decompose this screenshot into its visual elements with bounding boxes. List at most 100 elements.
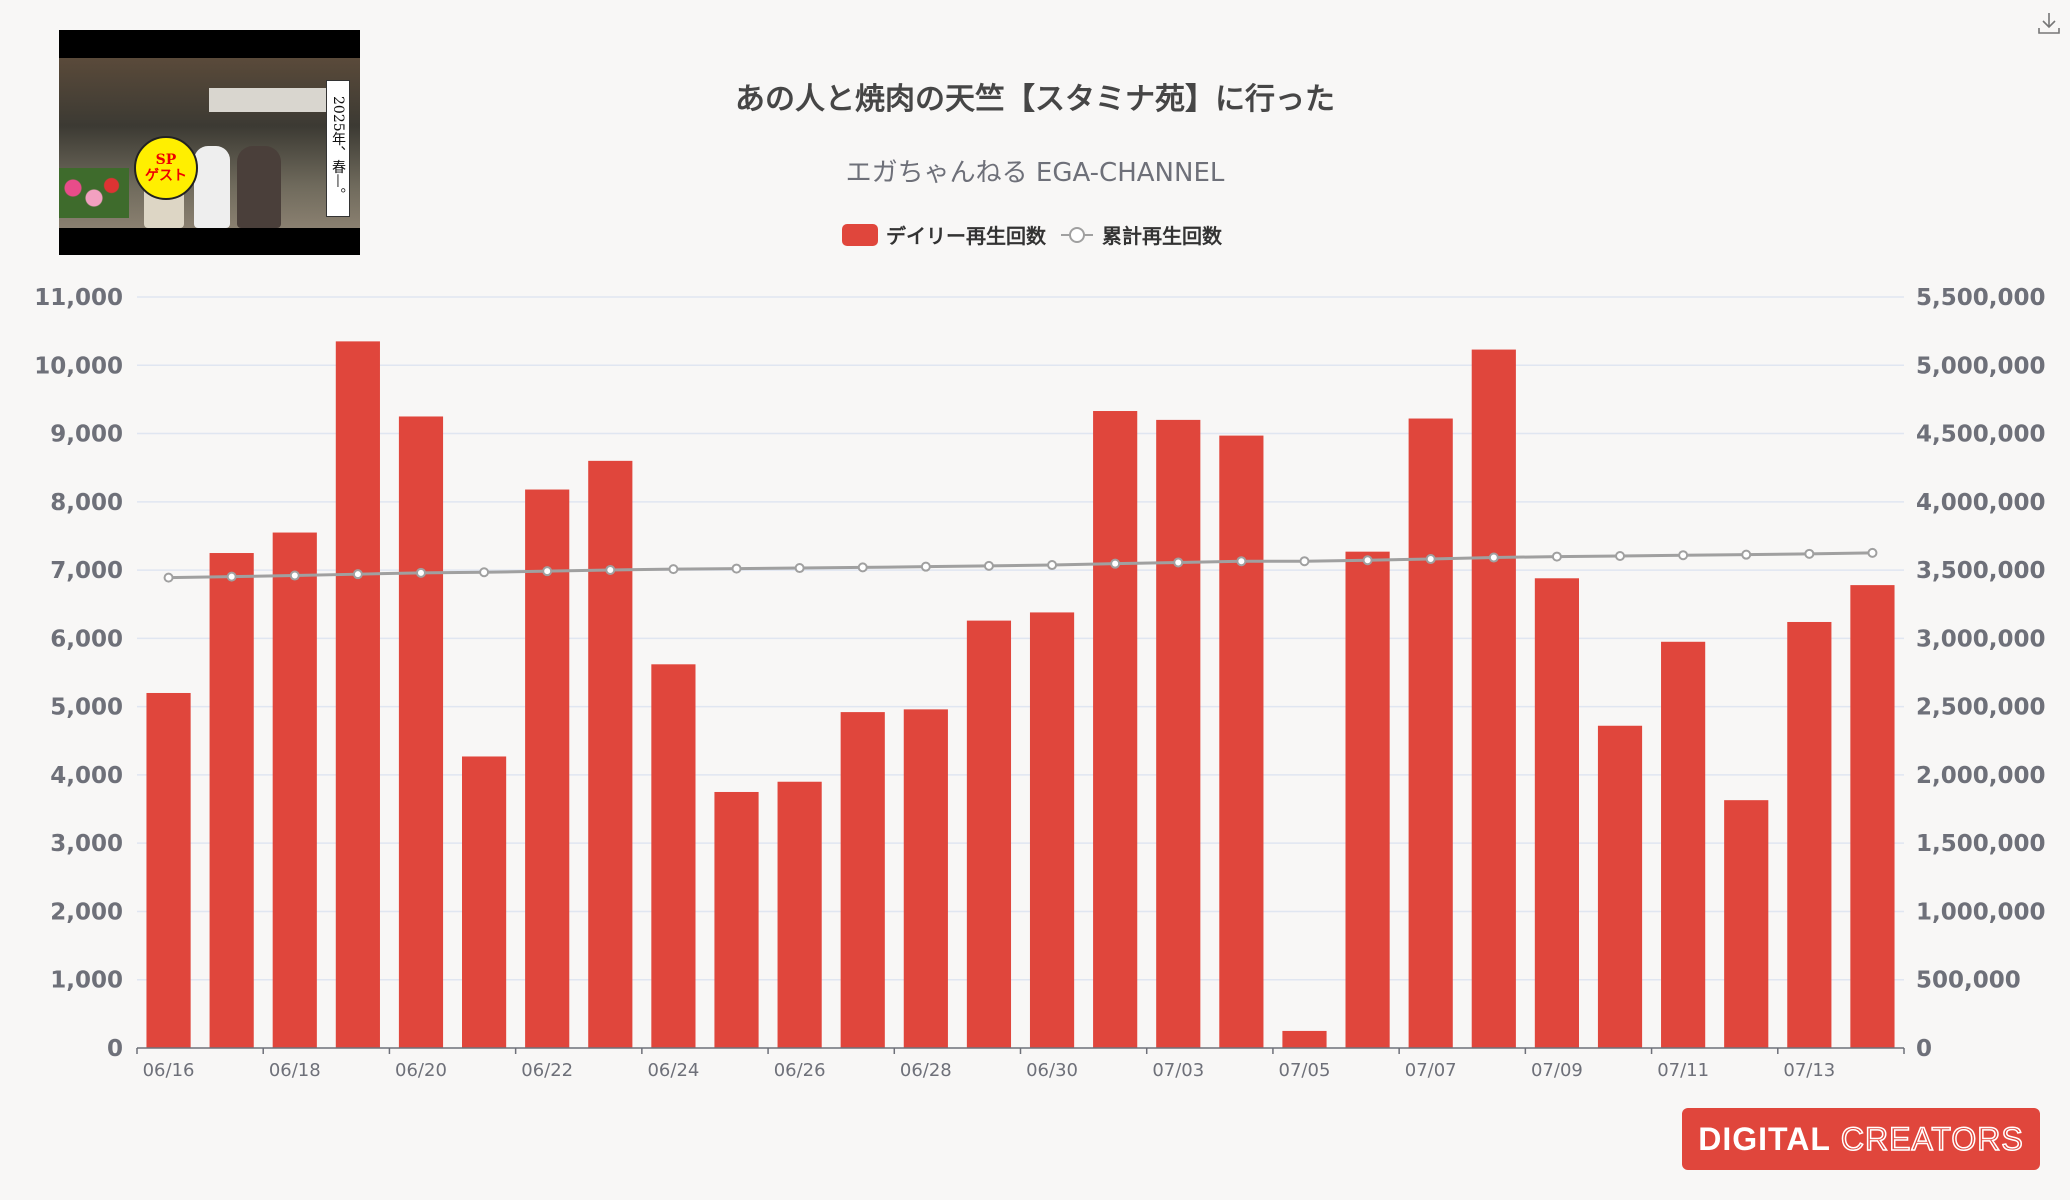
y-right-tick-label: 1,500,000: [1916, 831, 2046, 857]
chart-title: あの人と焼肉の天竺【スタミナ苑】に行った: [735, 82, 1335, 117]
x-tick-label: 06/18: [269, 1060, 321, 1081]
bar: [398, 416, 444, 1048]
bar: [335, 341, 380, 1048]
y-left-tick-label: 10,000: [34, 353, 123, 379]
line-point: [1110, 558, 1121, 569]
line-point: [1741, 549, 1752, 560]
x-tick-label: 07/13: [1783, 1060, 1835, 1081]
cumulative-line: [168, 551, 1873, 580]
y-left-tick-label: 4,000: [50, 763, 123, 789]
legend: デイリー再生回数 累計再生回数: [0, 220, 2070, 249]
bar: [714, 791, 759, 1048]
y-right-tick-label: 4,000,000: [1916, 490, 2046, 516]
bar: [525, 489, 570, 1049]
line-point: [163, 572, 174, 583]
y-left-tick-label: 2,000: [50, 899, 123, 925]
bar: [1282, 1030, 1327, 1048]
y-right-tick-label: 3,500,000: [1916, 558, 2046, 584]
x-tick-label: 06/16: [143, 1060, 195, 1081]
y-left-tick-label: 1,000: [50, 968, 123, 994]
line-point: [983, 560, 994, 571]
line-point: [226, 571, 237, 582]
y-left-tick-label: 9,000: [50, 422, 123, 448]
line-point: [289, 570, 300, 581]
y-left-tick-label: 7,000: [50, 558, 123, 584]
bar: [777, 781, 822, 1048]
y-right-tick-label: 5,000,000: [1916, 353, 2046, 379]
bar: [966, 620, 1012, 1048]
x-tick-label: 06/20: [395, 1060, 447, 1081]
thumbnail-caption: 2025年、春—。: [326, 80, 350, 217]
bar: [1597, 725, 1643, 1048]
y-left-tick-label: 5,000: [50, 695, 123, 721]
bar: [1345, 551, 1390, 1048]
x-tick-label: 07/05: [1279, 1060, 1331, 1081]
y-right-tick-label: 4,500,000: [1916, 422, 2046, 448]
legend-item-cumulative[interactable]: 累計再生回数: [1060, 220, 1222, 249]
y-right-tick-label: 2,500,000: [1916, 695, 2046, 721]
line-point: [542, 566, 553, 577]
line-point: [1488, 552, 1499, 563]
bar: [1471, 349, 1516, 1048]
x-tick-label: 06/24: [647, 1060, 699, 1081]
line-point: [1551, 551, 1562, 562]
bar: [1661, 641, 1706, 1048]
legend-label: 累計再生回数: [1102, 224, 1222, 248]
x-tick-label: 07/03: [1152, 1060, 1204, 1081]
y-right-tick-label: 1,000,000: [1916, 899, 2046, 925]
bar: [1850, 585, 1895, 1048]
bar: [1787, 621, 1832, 1048]
y-left-tick-label: 6,000: [50, 626, 123, 652]
line-point: [352, 569, 363, 580]
y-right-tick-label: 2,000,000: [1916, 763, 2046, 789]
bar: [1724, 800, 1769, 1048]
flowers: [59, 168, 129, 218]
bar: [1093, 411, 1138, 1048]
bar: [462, 756, 507, 1048]
line-point: [920, 561, 931, 572]
line-point: [1362, 555, 1373, 566]
bar: [1534, 578, 1579, 1048]
legend-line-swatch: [1061, 226, 1093, 243]
logo-text: DIGITAL: [1698, 1120, 1831, 1157]
line-point: [731, 563, 742, 574]
bar: [146, 692, 191, 1048]
legend-item-daily[interactable]: デイリー再生回数: [842, 220, 1046, 249]
x-tick-label: 06/22: [521, 1060, 573, 1081]
bar: [840, 712, 885, 1048]
bar: [1219, 435, 1264, 1048]
line-point: [605, 564, 616, 575]
line-point: [1804, 548, 1815, 559]
bar: [272, 532, 317, 1048]
legend-bar-swatch: [842, 223, 878, 246]
line-point: [1867, 547, 1878, 558]
logo-text: CREATORS: [1840, 1120, 2024, 1158]
line-point: [1299, 556, 1310, 567]
shop-sign: [209, 88, 339, 112]
badge-text: ゲスト: [145, 168, 187, 184]
sp-guest-badge: SP ゲスト: [134, 136, 198, 200]
bar: [1029, 612, 1075, 1048]
line-point: [1173, 557, 1184, 568]
x-tick-label: 07/09: [1531, 1060, 1583, 1081]
line-point: [794, 563, 805, 574]
bar: [588, 460, 633, 1048]
download-icon[interactable]: [2036, 10, 2062, 36]
y-right-tick-label: 3,000,000: [1916, 626, 2046, 652]
bar: [1156, 419, 1201, 1049]
line-point: [1425, 554, 1436, 565]
x-tick-label: 07/07: [1405, 1060, 1457, 1081]
y-left-tick-label: 0: [107, 1036, 123, 1062]
x-tick-label: 06/28: [900, 1060, 952, 1081]
bar: [1408, 418, 1453, 1048]
chart-subtitle: エガちゃんねる EGA-CHANNEL: [845, 158, 1225, 188]
y-right-tick-label: 500,000: [1916, 968, 2021, 994]
person: [194, 146, 230, 228]
line-point: [1047, 560, 1058, 571]
y-left-tick-label: 8,000: [50, 490, 123, 516]
video-thumbnail: SP ゲスト 2025年、春—。: [59, 30, 360, 255]
y-left-tick-label: 11,000: [34, 285, 123, 311]
y-right-tick-label: 0: [1916, 1036, 1932, 1062]
digital-creators-logo: DIGITAL CREATORS: [1682, 1108, 2040, 1170]
line-point: [857, 562, 868, 573]
